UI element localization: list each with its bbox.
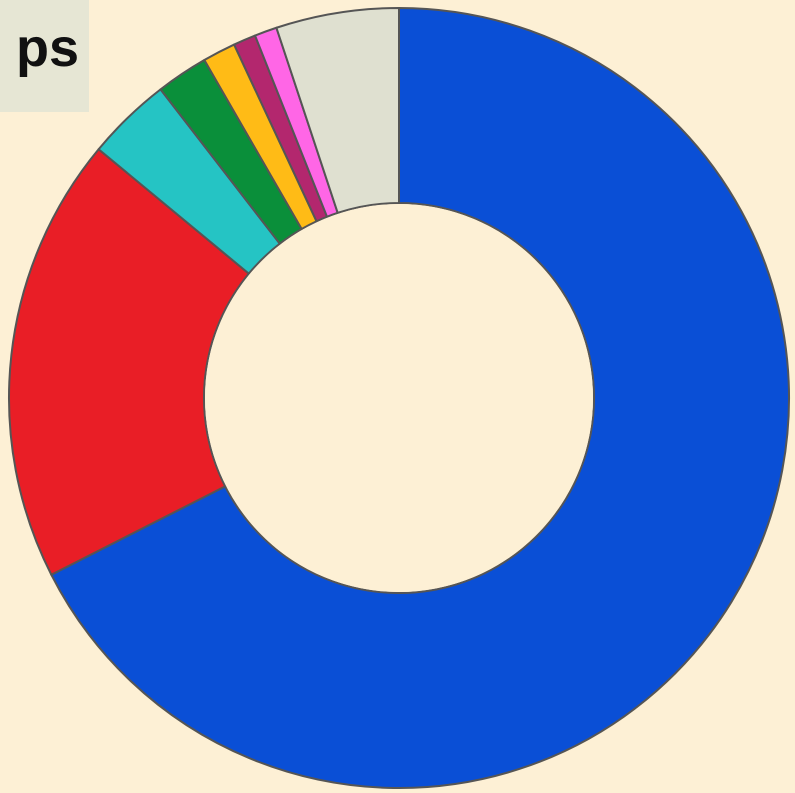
donut-slice-1 <box>50 7 790 789</box>
donut-slice-2 <box>8 148 250 576</box>
chart-title: ps <box>15 18 79 78</box>
chart-title-box: ps <box>0 0 89 112</box>
donut-slice-8 <box>275 7 400 214</box>
donut-hole <box>205 204 593 592</box>
